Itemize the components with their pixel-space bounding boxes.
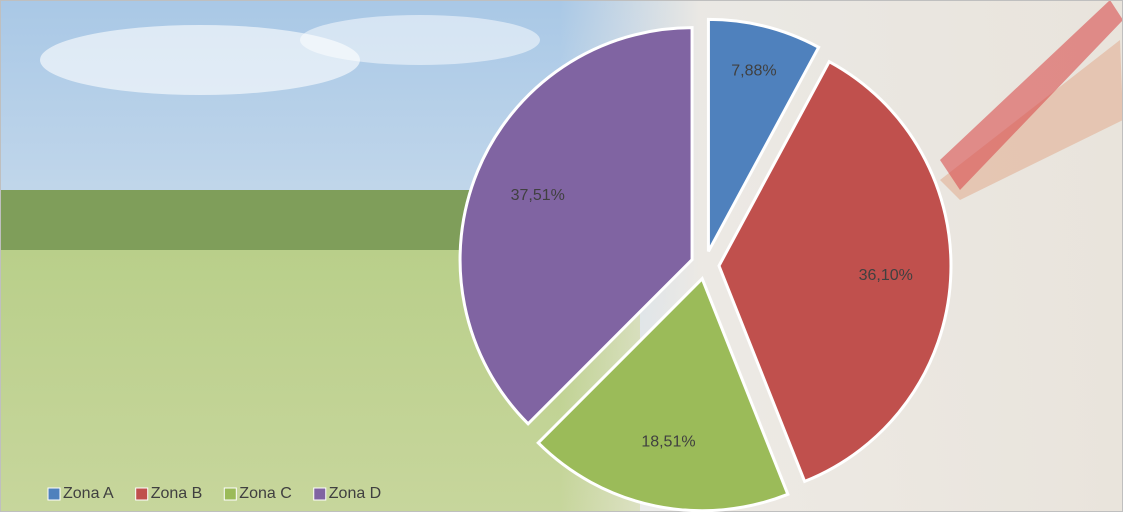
legend-swatch [48, 488, 60, 500]
legend-swatch [136, 488, 148, 500]
legend-label: Zona D [329, 485, 381, 502]
legend-swatch [224, 488, 236, 500]
chart: 7,88% 36,10% 18,51% 37,51% Zona A Zona B Zona … [0, 0, 1123, 512]
legend-swatch [314, 488, 326, 500]
legend-label: Zona C [239, 485, 291, 502]
legend-label: Zona B [151, 485, 203, 502]
page: 7,88% 36,10% 18,51% 37,51% Zona A Zona B Zona … [0, 0, 1123, 512]
data-label: 7,88% [731, 63, 776, 80]
data-label: 37,51% [511, 187, 565, 204]
data-label: 18,51% [641, 434, 695, 451]
legend-label: Zona A [63, 485, 114, 502]
data-label: 36,10% [859, 267, 913, 284]
